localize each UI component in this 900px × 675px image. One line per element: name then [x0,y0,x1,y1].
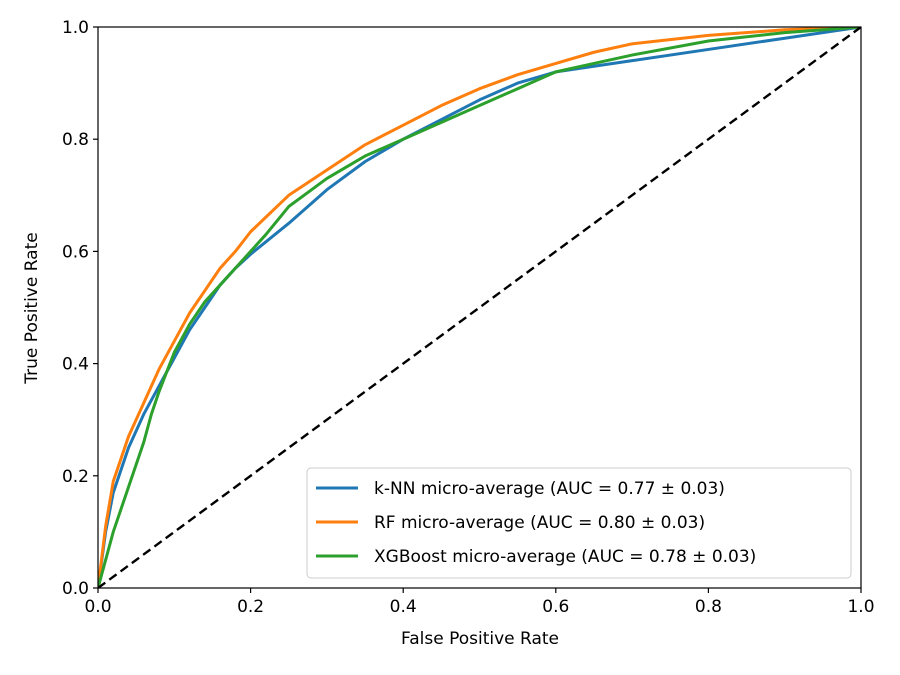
series-group [98,27,861,588]
legend: k-NN micro-average (AUC = 0.77 ± 0.03) RF… [306,467,852,579]
plot-area [98,27,861,588]
x-tick-label-1: 0.2 [237,597,264,617]
series-line-0 [98,27,861,588]
y-tick-label-1: 0.2 [62,467,89,487]
y-tick-label-5: 1.0 [62,18,89,38]
legend-box [306,467,852,579]
legend-label-0: k-NN micro-average (AUC = 0.77 ± 0.03) [374,479,725,499]
y-tick-label-0: 0.0 [62,579,89,599]
y-tick-label-2: 0.4 [62,355,89,375]
series-line-2 [98,27,861,588]
axes-frame [97,26,862,589]
y-tick-label-4: 0.8 [62,130,89,150]
x-tick-label-2: 0.4 [390,597,417,617]
y-tick-label-3: 0.6 [62,242,89,262]
x-axis-title: False Positive Rate [401,629,559,649]
axes: 0.0 0.2 0.4 0.6 0.8 1.0 0.0 0.2 0.4 0.6 0.8 1.0 [62,18,875,617]
x-tick-label-0: 0.0 [84,597,111,617]
diagonal-reference-line [98,27,861,588]
legend-label-1: RF micro-average (AUC = 0.80 ± 0.03) [374,513,705,533]
x-tick-label-4: 0.8 [695,597,722,617]
legend-label-2: XGBoost micro-average (AUC = 0.78 ± 0.03… [374,547,756,567]
y-axis-title: True Positive Rate [22,232,42,384]
x-tick-label-3: 0.6 [542,597,569,617]
series-line-1 [98,27,861,588]
x-tick-label-5: 1.0 [847,597,874,617]
